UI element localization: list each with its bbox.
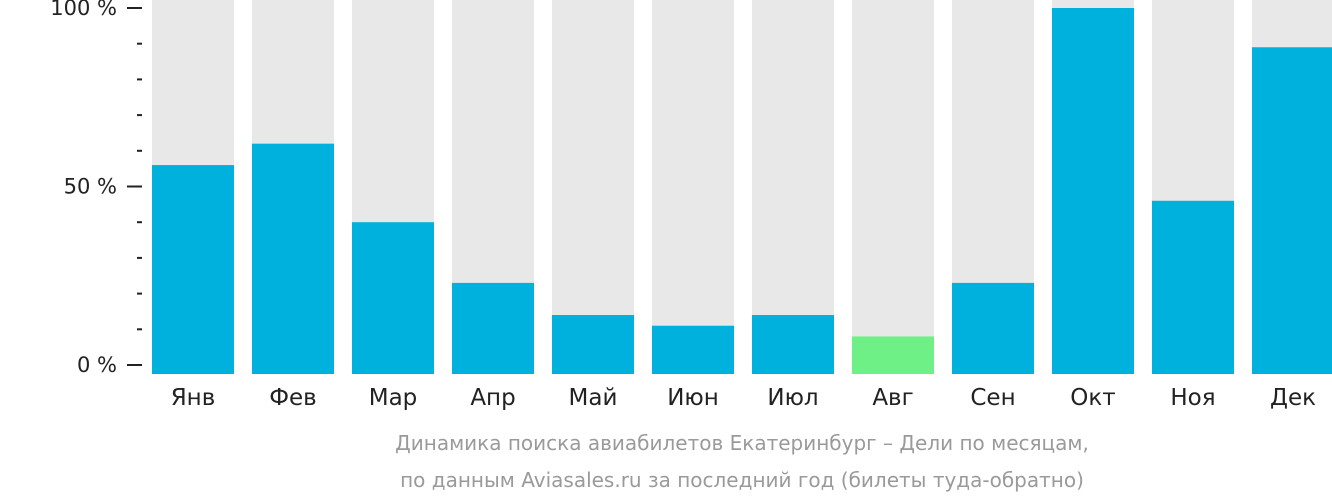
chart-caption-line-1: Динамика поиска авиабилетов Екатеринбург… <box>395 431 1089 455</box>
x-axis: Янв Фев Мар Апр Май Июн Июл Авг Сен Окт Ноя Дек <box>171 385 1316 411</box>
bar-3 <box>352 222 434 374</box>
bar-track-8 <box>852 0 934 374</box>
bar-6 <box>652 325 734 374</box>
bar-track-6 <box>652 0 734 374</box>
y-axis: 0 % 50 % 100 % <box>50 0 142 377</box>
bar-8 <box>852 336 934 374</box>
y-tick-label-1: 0 % <box>77 353 117 377</box>
bar-5 <box>552 315 634 374</box>
x-tick-label-10: Окт <box>1070 385 1115 411</box>
bars-group <box>152 0 1332 375</box>
bar-2 <box>252 143 334 374</box>
bar-1 <box>152 165 234 374</box>
x-tick-label-7: Июл <box>767 385 818 411</box>
y-tick-label-2: 50 % <box>64 175 117 199</box>
bar-10 <box>1052 8 1134 374</box>
chart-caption-line-2: по данным Aviasales.ru за последний год … <box>400 468 1084 492</box>
bar-track-5 <box>552 0 634 374</box>
y-tick-label-3: 100 % <box>50 0 117 20</box>
x-tick-label-3: Мар <box>369 385 418 411</box>
x-tick-label-5: Май <box>569 385 618 411</box>
bar-9 <box>952 282 1034 374</box>
x-tick-label-9: Сен <box>970 385 1015 411</box>
bar-11 <box>1152 200 1234 374</box>
x-tick-label-1: Янв <box>171 385 216 411</box>
bar-track-7 <box>752 0 834 374</box>
x-tick-label-12: Дек <box>1270 385 1316 411</box>
x-tick-label-4: Апр <box>470 385 515 411</box>
bar-12 <box>1252 47 1332 375</box>
x-tick-label-11: Ноя <box>1170 385 1215 411</box>
x-tick-label-8: Авг <box>872 385 913 411</box>
bar-4 <box>452 282 534 374</box>
x-tick-label-2: Фев <box>269 385 317 411</box>
x-tick-label-6: Июн <box>667 385 719 411</box>
bar-7 <box>752 315 834 374</box>
